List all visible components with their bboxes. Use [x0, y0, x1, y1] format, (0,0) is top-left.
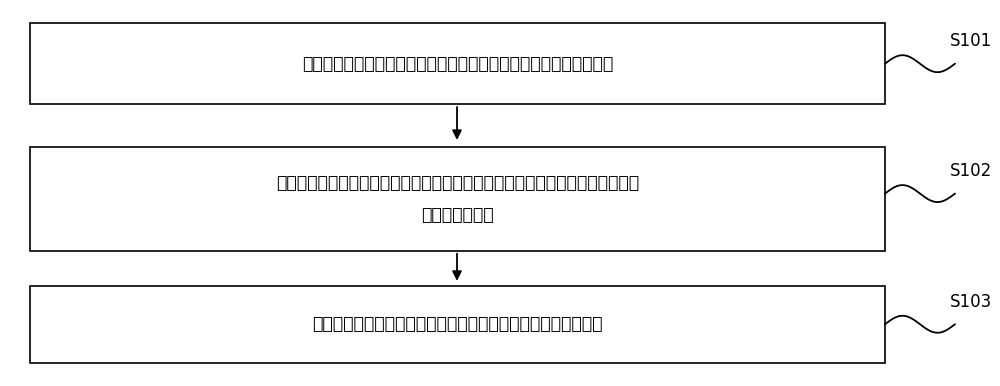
Text: S102: S102 [950, 162, 992, 180]
FancyBboxPatch shape [30, 23, 885, 104]
Text: 获取云平台日志存储系统的日志存储层的集群资源使用状况监控数据: 获取云平台日志存储系统的日志存储层的集群资源使用状况监控数据 [302, 55, 613, 73]
Text: S101: S101 [950, 32, 992, 50]
Text: 根据所述的使用状况监控数据和预设的存储阈值进行负载均衡处理，确定更新后
的路由配置信息: 根据所述的使用状况监控数据和预设的存储阈值进行负载均衡处理，确定更新后 的路由配… [276, 174, 639, 224]
FancyBboxPatch shape [30, 147, 885, 251]
FancyBboxPatch shape [30, 286, 885, 363]
Text: 根据更新后的路由配置信息处理云平台日志存储系统的日志文件: 根据更新后的路由配置信息处理云平台日志存储系统的日志文件 [312, 315, 603, 333]
Text: S103: S103 [950, 293, 992, 311]
